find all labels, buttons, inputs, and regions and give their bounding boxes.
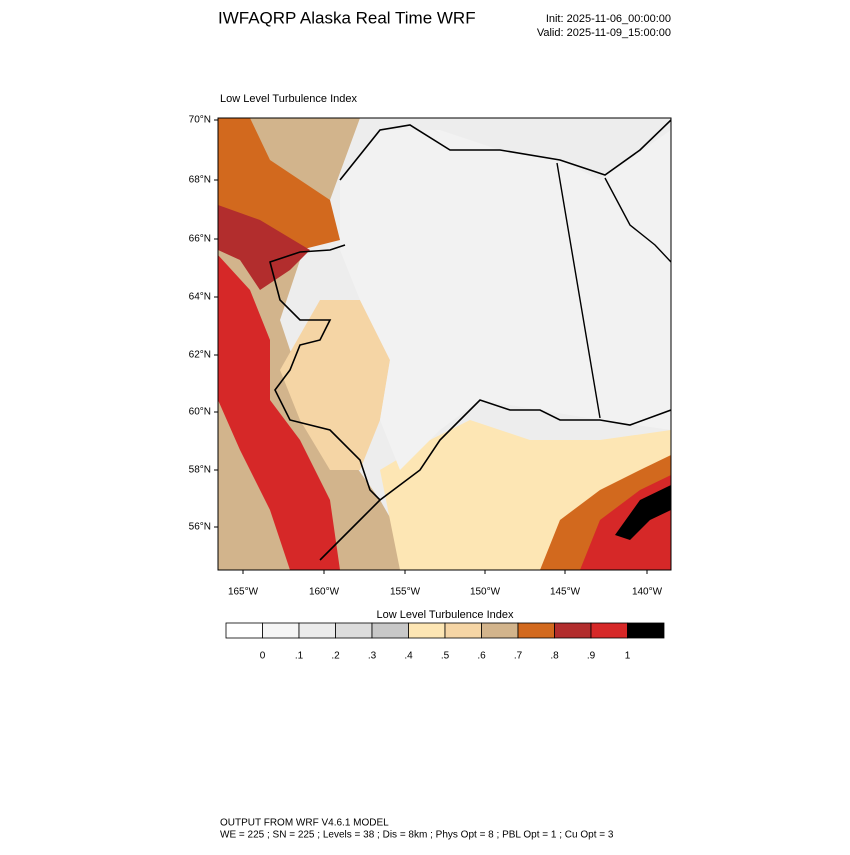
colorbar-label: .1	[295, 651, 304, 662]
colorbar-label: .7	[514, 651, 523, 662]
lat-label: 66°N	[189, 234, 211, 245]
map-title: Low Level Turbulence Index	[220, 93, 357, 105]
valid-time: Valid: 2025-11-09_15:00:00	[537, 27, 671, 39]
colorbar-label: .8	[550, 651, 559, 662]
lon-label: 145°W	[550, 587, 581, 598]
lon-label: 160°W	[309, 587, 340, 598]
colorbar: 0 .1 .2 .3 .4 .5 .6 .7 .8 .9 1	[225, 622, 665, 662]
colorbar-box	[335, 622, 373, 639]
lat-label: 56°N	[189, 522, 211, 533]
map-field	[218, 118, 671, 570]
lat-label: 70°N	[189, 115, 211, 126]
colorbar-box	[627, 622, 665, 639]
colorbar-label: .5	[441, 651, 450, 662]
init-time: Init: 2025-11-06_00:00:00	[546, 13, 671, 25]
footer-line: WE = 225 ; SN = 225 ; Levels = 38 ; Dis …	[220, 830, 614, 841]
lat-label: 58°N	[189, 465, 211, 476]
colorbar-box	[481, 622, 519, 639]
lat-label: 64°N	[189, 292, 211, 303]
colorbar-box	[225, 622, 263, 639]
colorbar-label: .4	[404, 651, 413, 662]
lon-labels: 165°W 160°W 155°W 150°W 145°W 140°W	[228, 570, 663, 598]
lat-label: 68°N	[189, 175, 211, 186]
colorbar-box	[262, 622, 300, 639]
lon-label: 150°W	[470, 587, 501, 598]
colorbar-box	[517, 622, 555, 639]
coastline	[269, 119, 671, 561]
colorbar-box	[590, 622, 628, 639]
sea-field	[615, 485, 671, 540]
colorbar-box	[554, 622, 592, 639]
map-frame	[217, 117, 672, 571]
border	[556, 162, 671, 419]
sea-field	[218, 205, 310, 290]
colorbar-label: 1	[625, 651, 631, 662]
colorbar-label: .3	[368, 651, 377, 662]
colorbar-label: .9	[587, 651, 596, 662]
colorbar-box	[444, 622, 482, 639]
colorbar-box	[298, 622, 336, 639]
colorbar-label: .6	[477, 651, 486, 662]
colorbar-title: Low Level Turbulence Index	[377, 609, 514, 621]
colorbar-label: .2	[331, 651, 340, 662]
colorbar-box	[408, 622, 446, 639]
sea-field	[218, 255, 340, 570]
lon-label: 140°W	[632, 587, 663, 598]
footer-line: OUTPUT FROM WRF V4.6.1 MODEL	[220, 818, 389, 829]
lat-label: 62°N	[189, 350, 211, 361]
lon-label: 165°W	[228, 587, 259, 598]
lat-labels: 70°N 68°N 66°N 64°N 62°N 60°N 58°N 56°N	[189, 115, 218, 533]
land-field	[340, 130, 671, 470]
lat-label: 60°N	[189, 407, 211, 418]
lon-label: 155°W	[390, 587, 421, 598]
colorbar-label: 0	[260, 651, 266, 662]
colorbar-box	[371, 622, 409, 639]
header-title: IWFAQRP Alaska Real Time WRF	[218, 8, 476, 27]
